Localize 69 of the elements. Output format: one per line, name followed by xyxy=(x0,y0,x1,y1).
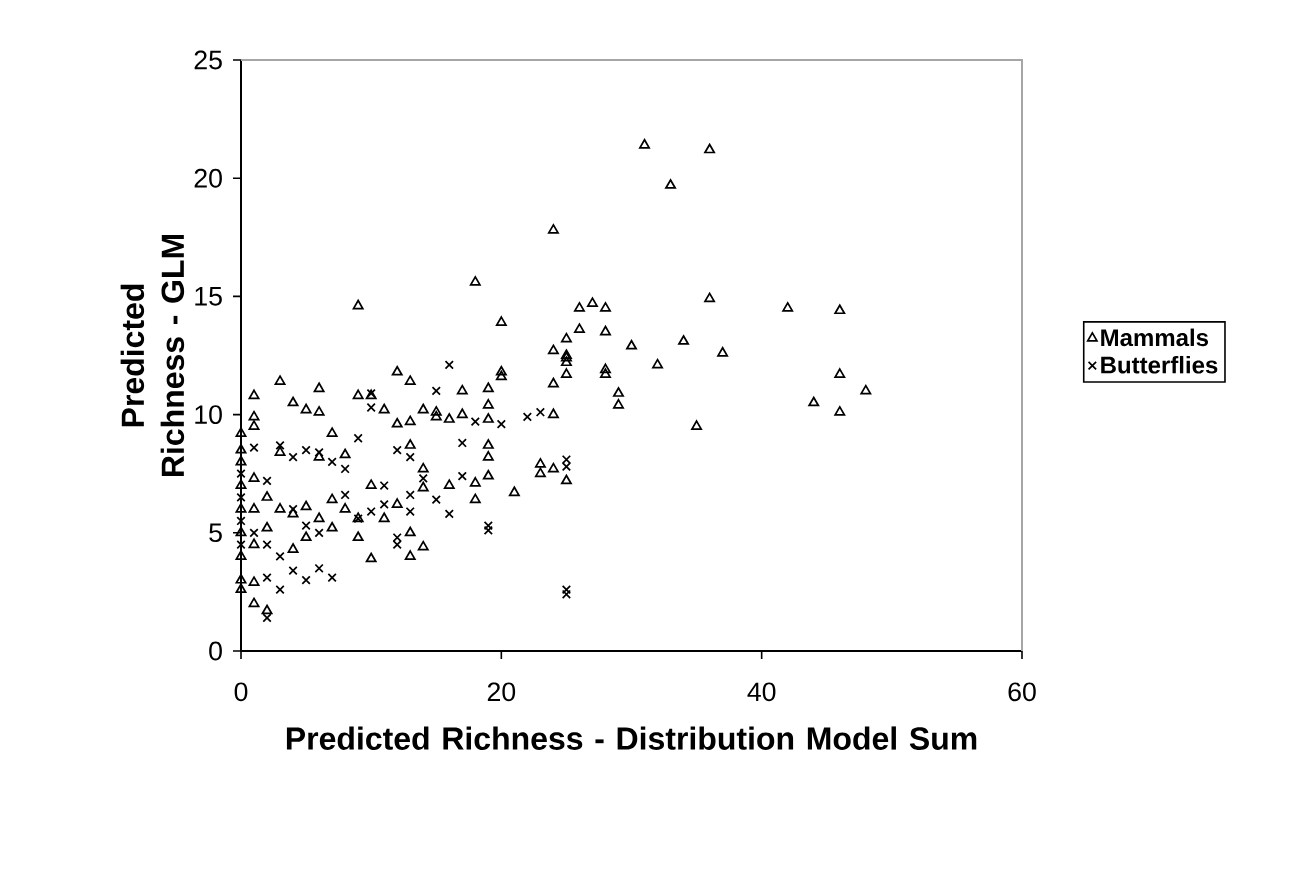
point xyxy=(483,521,493,531)
point xyxy=(405,506,415,517)
y-axis-title: Predicted Richness - GLM xyxy=(120,234,185,477)
point xyxy=(366,388,376,398)
point xyxy=(470,417,480,427)
point xyxy=(561,584,572,595)
legend-label: Mammals xyxy=(1101,328,1209,347)
point xyxy=(314,528,324,538)
point xyxy=(405,490,415,500)
point xyxy=(457,438,467,448)
point xyxy=(262,613,272,623)
point xyxy=(392,539,402,550)
point xyxy=(249,443,259,453)
point xyxy=(379,480,389,491)
point xyxy=(392,445,402,455)
point xyxy=(379,499,389,510)
point xyxy=(431,386,441,396)
point xyxy=(340,490,350,500)
point xyxy=(353,433,363,443)
point xyxy=(418,473,428,484)
point xyxy=(353,513,363,524)
point xyxy=(301,521,311,531)
point xyxy=(236,516,246,526)
point xyxy=(561,461,572,472)
point xyxy=(457,471,467,481)
point xyxy=(288,565,298,576)
point xyxy=(561,589,572,599)
point xyxy=(366,402,376,413)
x-tick-label: 20 xyxy=(487,682,516,702)
y-tick-label: 5 xyxy=(209,523,222,543)
x-axis-title: Predicted Richness - Distribution Model Sum xyxy=(286,726,977,750)
x-tick-label: 0 xyxy=(234,682,248,702)
point xyxy=(327,573,337,583)
point xyxy=(236,492,246,502)
legend-label: Butterflies xyxy=(1101,355,1218,374)
x-tick-label: 40 xyxy=(747,682,776,702)
point xyxy=(236,539,246,550)
y-tick-label: 10 xyxy=(195,405,222,425)
point xyxy=(535,407,546,417)
point xyxy=(444,509,454,519)
point xyxy=(444,360,454,370)
point xyxy=(327,457,337,467)
y-tick-label: 0 xyxy=(209,641,222,661)
point xyxy=(366,506,376,517)
point xyxy=(288,452,298,462)
point xyxy=(249,528,259,538)
y-tick-label: 15 xyxy=(195,287,222,306)
point xyxy=(392,532,402,543)
y-tick-label: 20 xyxy=(194,168,222,188)
point xyxy=(262,476,272,486)
point xyxy=(340,464,350,474)
point xyxy=(431,495,441,505)
point xyxy=(522,412,533,422)
point xyxy=(314,447,324,458)
point xyxy=(405,452,415,462)
y-tick-label: 25 xyxy=(194,50,222,70)
point xyxy=(275,551,285,562)
point xyxy=(262,573,272,583)
point xyxy=(301,445,311,455)
point xyxy=(236,469,246,479)
point xyxy=(561,454,572,465)
x-tick-label: 60 xyxy=(1008,682,1036,702)
point xyxy=(275,584,285,595)
point xyxy=(314,563,324,573)
point xyxy=(483,525,493,536)
point xyxy=(288,504,298,514)
point xyxy=(301,575,311,585)
point xyxy=(262,539,272,550)
point xyxy=(496,419,506,429)
